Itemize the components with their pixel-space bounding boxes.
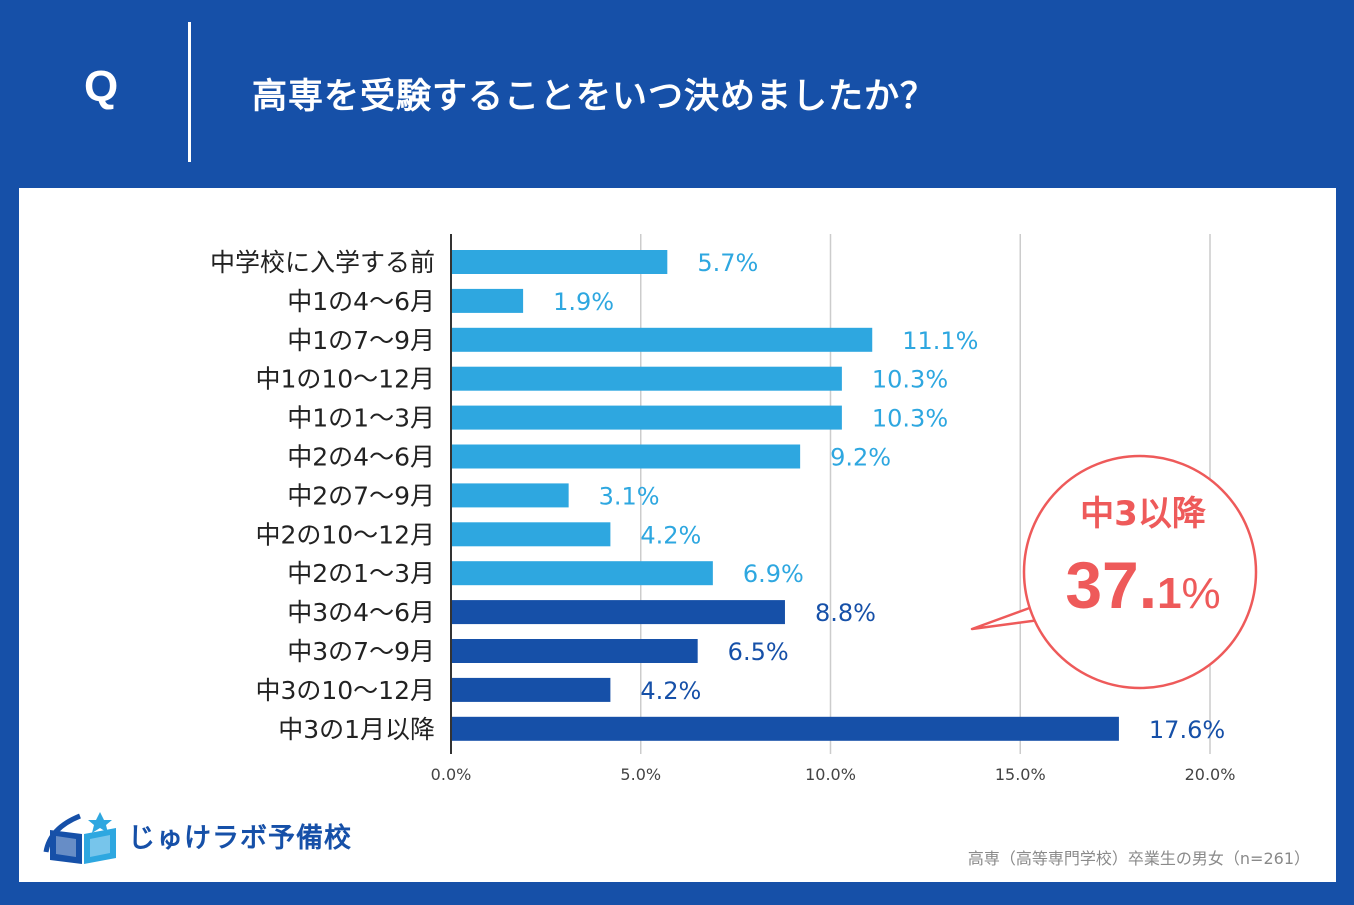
- bar-value-label: 1.9%: [553, 288, 614, 316]
- bar: [452, 444, 801, 469]
- category-label: 中2の1〜3月: [287, 559, 435, 588]
- chart-panel: 0.0% 5.0% 10.0% 15.0% 20.0% 中学校に入学する前 5.7% 中1の4…: [19, 188, 1336, 882]
- category-label: 中3の4〜6月: [287, 598, 435, 627]
- callout-tail: [970, 604, 1048, 631]
- bar: [452, 639, 698, 663]
- category-label: 中1の1〜3月: [287, 404, 435, 433]
- bar-value-label: 11.1%: [902, 327, 978, 355]
- page-title: 高専を受験することをいつ決めましたか？: [252, 77, 937, 117]
- callout-value: 37.1%: [1065, 548, 1220, 622]
- category-label: 中3の10〜12月: [255, 676, 435, 705]
- bar: [452, 366, 842, 391]
- category-label: 中1の7〜9月: [287, 326, 435, 355]
- bar: [452, 327, 873, 352]
- callout-value-integer: 37.: [1065, 548, 1157, 622]
- callout-tail-join: [1036, 602, 1055, 618]
- bar-value-label: 3.1%: [599, 482, 660, 510]
- bar: [452, 405, 842, 430]
- category-label: 中2の10〜12月: [255, 520, 435, 549]
- bar-value-label: 5.7%: [697, 249, 758, 277]
- category-label: 中3の7〜9月: [287, 637, 435, 666]
- x-tick-label: 10.0%: [805, 765, 856, 784]
- bar: [452, 716, 1119, 741]
- bar-value-label: 6.5%: [728, 638, 789, 666]
- question-mark-label: Q: [84, 62, 119, 111]
- x-tick-label: 15.0%: [995, 765, 1046, 784]
- category-label: 中1の10〜12月: [255, 365, 435, 394]
- callout-value-decimal: 1: [1157, 569, 1181, 618]
- bar-value-label: 9.2%: [830, 444, 891, 472]
- bar: [452, 522, 611, 547]
- x-tick-label: 20.0%: [1185, 765, 1236, 784]
- bar-value-label: 6.9%: [743, 560, 804, 588]
- bar: [452, 561, 713, 586]
- bar-value-label: 4.2%: [640, 677, 701, 705]
- callout-label: 中3以降: [1080, 494, 1207, 534]
- bar-value-label: 10.3%: [872, 405, 948, 433]
- logo-text: じゅけラボ予備校: [128, 823, 352, 854]
- book-logo-icon: [43, 812, 116, 864]
- bar: [452, 288, 524, 313]
- category-label: 中2の7〜9月: [287, 481, 435, 510]
- category-label: 中1の4〜6月: [287, 287, 435, 316]
- bar: [452, 250, 668, 274]
- bar-value-label: 8.8%: [815, 599, 876, 627]
- header-divider: [188, 22, 191, 162]
- category-label: 中学校に入学する前: [210, 248, 435, 277]
- category-label: 中3の1月以降: [278, 715, 435, 744]
- bar: [452, 483, 569, 508]
- source-note: 高専（高等専門学校）卒業生の男女（n=261）: [967, 849, 1310, 868]
- bar: [452, 600, 785, 625]
- bar-value-label: 10.3%: [872, 366, 948, 394]
- category-label: 中2の4〜6月: [287, 443, 435, 472]
- bar-value-label: 4.2%: [640, 521, 701, 549]
- bar-value-label: 17.6%: [1149, 716, 1225, 744]
- callout-value-unit: %: [1182, 569, 1221, 618]
- x-tick-label: 5.0%: [620, 765, 661, 784]
- x-tick-label: 0.0%: [431, 765, 472, 784]
- bar-chart: 0.0% 5.0% 10.0% 15.0% 20.0% 中学校に入学する前 5.7% 中1の4…: [210, 234, 1258, 784]
- bar: [452, 677, 611, 702]
- brand-logo: じゅけラボ予備校: [40, 808, 370, 868]
- callout-circle: [1022, 454, 1258, 690]
